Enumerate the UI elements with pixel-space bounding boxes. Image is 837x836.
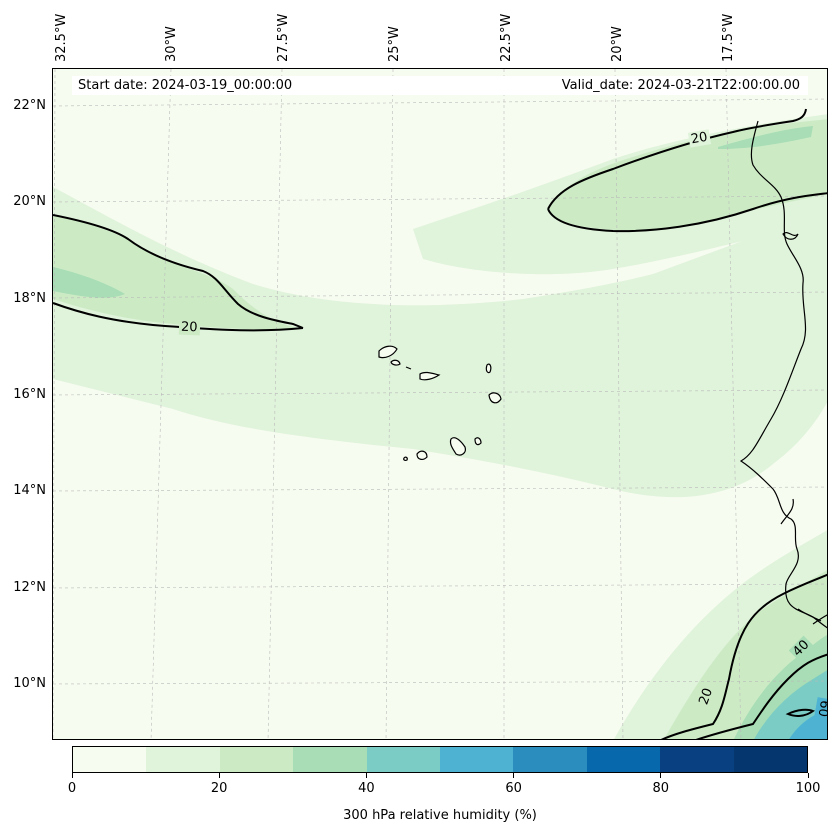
colorbar-tick <box>365 773 367 778</box>
colorbar-tick-label: 100 <box>795 781 821 796</box>
lon-label-22.5w: 22.5°W <box>499 13 514 62</box>
colorbar-cell-6 <box>513 747 587 772</box>
lon-label-32.5w: 32.5°W <box>54 13 69 62</box>
lon-label-20w: 20°W <box>610 26 625 62</box>
cape-verde-islands <box>378 345 502 461</box>
colorbar-tick <box>807 773 809 778</box>
valid-date-text: Valid_date: 2024-03-21T22:00:00.00 <box>561 78 800 93</box>
colorbar-cell-4 <box>366 747 441 772</box>
rh-30-40-north-patch <box>718 126 813 149</box>
coastline <box>739 120 827 629</box>
date-info-box: Start date: 2024-03-19_00:00:00 Valid_da… <box>72 76 808 95</box>
colorbar-title: 300 hPa relative humidity (%) <box>343 808 537 823</box>
colorbar-cell-1 <box>146 747 220 772</box>
lat-label-14n: 14°N <box>13 483 46 498</box>
colorbar-tick <box>660 773 662 778</box>
lat-label-12n: 12°N <box>13 580 46 595</box>
colorbar-tick-label: 80 <box>652 781 670 796</box>
colorbar-tick-label: 40 <box>358 781 375 796</box>
colorbar-cell-8 <box>660 747 734 772</box>
colorbar-cell-0 <box>73 747 147 772</box>
map-panel: 20 20 20 40 60 <box>52 68 828 740</box>
rh-20-30-west-blob <box>53 215 303 330</box>
lon-label-25w: 25°W <box>387 26 402 62</box>
start-date-text: Start date: 2024-03-19_00:00:00 <box>78 78 293 93</box>
colorbar-cell-5 <box>440 747 514 772</box>
lon-label-30w: 30°W <box>164 26 179 62</box>
colorbar <box>72 746 808 773</box>
colorbar-tick-label: 0 <box>67 781 77 796</box>
lat-label-18n: 18°N <box>13 291 46 306</box>
contour-40-60 <box>695 653 827 739</box>
lon-label-27.5w: 27.5°W <box>276 13 291 62</box>
colorbar-tick <box>218 773 220 778</box>
colorbar-tick-label: 60 <box>505 781 522 796</box>
colorbar-tick-label: 20 <box>210 781 228 796</box>
lat-label-20n: 20°N <box>13 194 46 209</box>
gridlines <box>53 69 827 739</box>
colorbar-tick <box>513 773 515 778</box>
humidity-map <box>53 69 827 739</box>
colorbar-cell-9 <box>733 747 808 772</box>
lat-label-10n: 10°N <box>13 676 46 691</box>
contour-20 <box>53 108 827 739</box>
lat-label-16n: 16°N <box>13 387 46 402</box>
rh-30-40-west-patch <box>53 267 125 298</box>
lat-label-22n: 22°N <box>13 98 46 113</box>
rh-20-30-north-blob <box>548 119 827 231</box>
colorbar-cell-2 <box>219 747 294 772</box>
contour-label-20-west: 20 <box>178 319 200 336</box>
lon-label-17.5w: 17.5°W <box>721 13 736 62</box>
contour-label-60: 60 <box>814 697 827 720</box>
colorbar-cell-3 <box>293 747 367 772</box>
colorbar-cell-7 <box>586 747 661 772</box>
colorbar-tick <box>71 773 73 778</box>
rh-10-20-band <box>53 187 827 498</box>
